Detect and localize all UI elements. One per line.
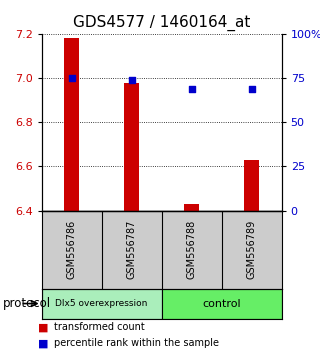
Bar (184, 204, 199, 211)
Text: GSM556787: GSM556787 (127, 220, 137, 279)
Text: control: control (202, 298, 241, 309)
Text: percentile rank within the sample: percentile rank within the sample (54, 338, 220, 348)
Point (129, 77, 134, 82)
Text: GSM556786: GSM556786 (67, 220, 76, 279)
Text: ■: ■ (38, 322, 49, 332)
Title: GDS4577 / 1460164_at: GDS4577 / 1460164_at (73, 15, 250, 31)
Text: GSM556789: GSM556789 (247, 220, 257, 279)
Text: ■: ■ (38, 338, 49, 348)
Point (69, 75, 74, 81)
Text: Dlx5 overexpression: Dlx5 overexpression (55, 299, 148, 308)
Bar (244, 160, 259, 211)
Text: GSM556788: GSM556788 (187, 220, 196, 279)
Text: transformed count: transformed count (54, 322, 145, 332)
Point (189, 86, 194, 91)
Bar (162, 289, 282, 319)
Text: protocol: protocol (3, 297, 51, 310)
Bar (42, 289, 162, 319)
Bar (64, 38, 79, 211)
Bar (124, 84, 139, 211)
Point (249, 86, 254, 91)
